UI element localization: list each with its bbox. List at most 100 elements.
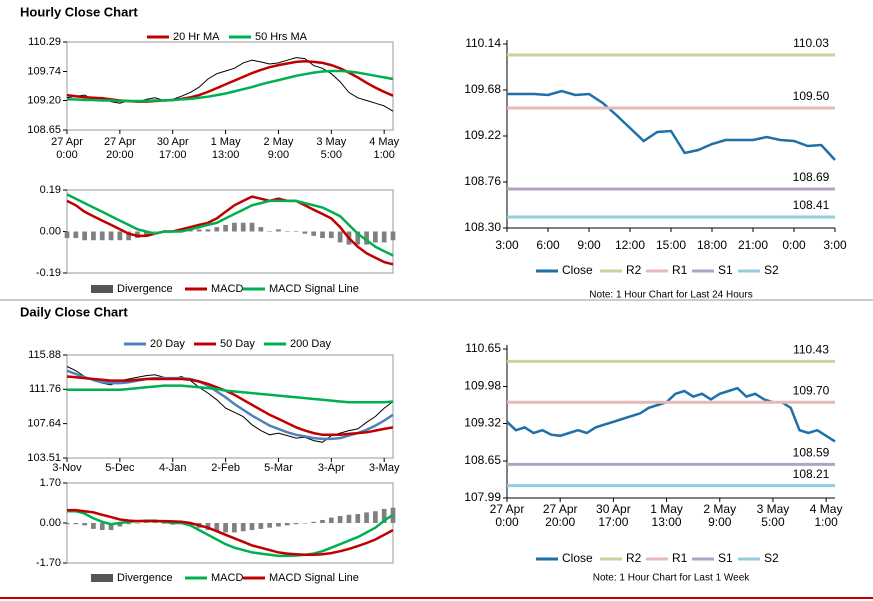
series-line — [66, 369, 394, 441]
divergence-bar — [126, 231, 132, 241]
y-tick-label: 0.19 — [40, 184, 61, 196]
divergence-bar — [311, 521, 317, 523]
legend-label: S2 — [764, 551, 779, 565]
section-title: Hourly Close Chart — [20, 4, 138, 19]
divergence-bar — [337, 231, 343, 243]
divergence-bar — [373, 511, 378, 523]
x-tick-label: 3:00 — [495, 238, 519, 252]
x-tick-label: 4-Jan — [159, 462, 187, 474]
y-tick-label: 108.65 — [464, 453, 501, 467]
level-label: 110.03 — [793, 36, 829, 50]
divergence-bar — [328, 231, 334, 239]
x-tick-label: 0:00 — [495, 515, 519, 529]
legend-label: 20 Hr MA — [173, 31, 220, 43]
divergence-bar — [258, 523, 264, 529]
divergence-bar — [364, 231, 369, 245]
x-tick-label: 6:00 — [536, 238, 560, 252]
divergence-bar — [320, 231, 325, 239]
x-tick-label: 13:00 — [212, 149, 240, 161]
y-tick-label: 0.00 — [40, 225, 61, 237]
series-line — [67, 508, 394, 557]
plot-frame — [66, 354, 394, 459]
divergence-bar — [117, 231, 123, 241]
x-tick-label: 3-May — [369, 462, 400, 474]
divergence-bar — [276, 523, 281, 527]
x-tick-label: 18:00 — [697, 238, 727, 252]
divergence-bar — [232, 222, 237, 232]
divergence-bar — [73, 523, 79, 525]
x-tick-label: 17:00 — [598, 515, 628, 529]
y-tick-label: 107.99 — [464, 490, 501, 504]
y-tick-label: 109.32 — [464, 416, 501, 430]
divergence-bar — [152, 231, 158, 232]
divergence-bar — [82, 523, 87, 526]
divergence-bar — [390, 231, 396, 241]
divergence-bar — [82, 231, 87, 241]
divergence-bar — [143, 231, 149, 236]
divergence-bar — [143, 522, 149, 524]
x-tick-label: 13:00 — [652, 515, 682, 529]
y-tick-label: 115.88 — [28, 349, 61, 361]
level-label: 108.41 — [793, 198, 830, 212]
x-tick-label: 5:00 — [321, 149, 342, 161]
x-tick-label: 9:00 — [577, 238, 601, 252]
chart-note: Note: 1 Hour Chart for Last 24 Hours — [589, 290, 752, 301]
x-tick-label: 30 Apr — [157, 136, 189, 148]
level-label: 110.43 — [793, 342, 829, 356]
divergence-bar — [320, 519, 325, 523]
series-line — [67, 69, 394, 103]
y-tick-label: 1.70 — [40, 477, 61, 489]
legend-label: 20 Day — [150, 338, 185, 350]
divergence-bar — [232, 523, 237, 533]
legend-swatch — [91, 574, 113, 582]
series-line — [66, 193, 394, 257]
divergence-bar — [381, 231, 387, 243]
y-tick-label: 109.20 — [27, 94, 61, 106]
legend-swatch — [91, 285, 113, 293]
series-line — [67, 509, 394, 558]
legend-label: Close — [562, 551, 593, 565]
divergence-bar — [214, 227, 220, 232]
legend-label: 200 Day — [290, 338, 331, 350]
legend-label: S1 — [718, 263, 733, 277]
x-tick-label: 3-Nov — [52, 462, 82, 474]
divergence-bar — [311, 231, 317, 236]
divergence-bar — [108, 231, 114, 241]
legend-label: MACD Signal Line — [269, 572, 359, 584]
x-tick-label: 3:00 — [823, 238, 847, 252]
divergence-bar — [99, 523, 105, 531]
series-line — [67, 384, 394, 404]
x-tick-label: 9:00 — [708, 515, 732, 529]
level-label: 109.50 — [793, 89, 830, 103]
level-label: 108.59 — [793, 446, 830, 460]
y-tick-label: -1.70 — [36, 557, 61, 569]
level-label: 108.69 — [793, 170, 830, 184]
divergence-bar — [373, 231, 378, 243]
level-label: 109.70 — [793, 383, 830, 397]
x-tick-label: 17:00 — [159, 149, 187, 161]
y-tick-label: 109.74 — [27, 65, 61, 77]
divergence-bar — [126, 523, 132, 525]
divergence-bar — [276, 229, 281, 232]
x-tick-label: 21:00 — [738, 238, 768, 252]
legend-label: Close — [562, 263, 593, 277]
divergence-bar — [73, 231, 79, 239]
x-tick-label: 27 Apr — [51, 136, 83, 148]
x-tick-label: 2 May — [263, 136, 293, 148]
x-tick-label: 27 Apr — [543, 502, 578, 516]
divergence-bar — [64, 231, 70, 239]
y-tick-label: 110.65 — [465, 341, 501, 355]
legend-label: R2 — [626, 263, 642, 277]
x-tick-label: 1:00 — [814, 515, 838, 529]
legend-label: 50 Hrs MA — [255, 31, 308, 43]
x-tick-label: 4 May — [369, 136, 399, 148]
series-line — [506, 386, 836, 443]
divergence-bar — [381, 508, 387, 523]
x-tick-label: 2 May — [703, 502, 736, 516]
x-tick-label: 30 Apr — [596, 502, 631, 516]
x-tick-label: 1 May — [211, 136, 241, 148]
divergence-bar — [284, 523, 290, 526]
legend-label: R1 — [672, 551, 688, 565]
divergence-bar — [293, 523, 299, 525]
divergence-bar — [249, 523, 255, 531]
